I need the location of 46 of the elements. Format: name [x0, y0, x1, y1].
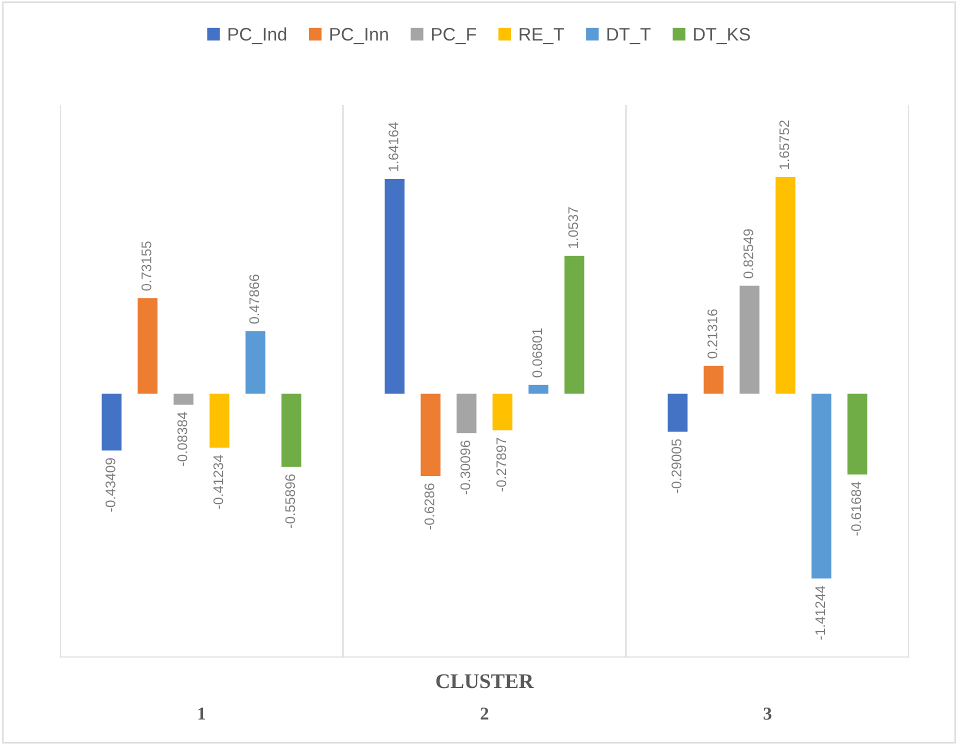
data-label: -0.29005 — [672, 439, 682, 493]
data-label: -0.41234 — [213, 455, 224, 509]
bar — [246, 331, 266, 394]
bar — [456, 394, 476, 434]
data-label: -0.6286 — [424, 484, 434, 530]
data-label: 0.21316 — [707, 309, 718, 358]
legend-label: PC_Ind — [228, 27, 286, 44]
data-label: -0.30096 — [460, 440, 470, 494]
bar — [174, 394, 194, 405]
bar — [776, 176, 796, 394]
bar — [102, 394, 122, 451]
bar — [847, 394, 868, 474]
data-label: 0.06801 — [532, 328, 542, 378]
data-label: 0.73155 — [141, 242, 152, 291]
data-label: 1.65752 — [779, 120, 790, 169]
bar — [281, 394, 302, 467]
data-label: -0.55896 — [285, 474, 296, 528]
bar — [528, 384, 548, 394]
legend-label: PC_Inn — [330, 28, 388, 44]
bar — [564, 256, 584, 394]
x-tick-label: 1 — [198, 708, 206, 720]
data-label: 1.64164 — [388, 122, 398, 172]
data-label: 1.0537 — [568, 207, 578, 248]
legend-label: PC_F — [432, 28, 476, 44]
data-label: -0.27897 — [496, 438, 506, 492]
x-tick-label: 2 — [480, 708, 488, 720]
bar — [668, 394, 688, 432]
legend-label: DT_T — [607, 28, 651, 44]
legend-label: RE_T — [520, 28, 564, 44]
bar — [210, 394, 230, 448]
data-label: -1.41244 — [815, 586, 826, 640]
bar — [704, 366, 724, 394]
bar — [492, 394, 512, 430]
bar — [812, 394, 832, 579]
data-label: -0.43409 — [106, 458, 116, 512]
data-label: 0.82549 — [743, 229, 754, 278]
legend-label: DT_KS — [694, 28, 750, 44]
bar — [138, 298, 158, 394]
x-axis-title: CLUSTER — [436, 674, 534, 688]
data-label: -0.61684 — [851, 482, 862, 536]
data-label: -0.08384 — [177, 412, 188, 466]
x-tick-label: 3 — [764, 708, 772, 720]
bar — [384, 179, 405, 394]
bar — [740, 286, 760, 394]
bar — [420, 394, 440, 476]
data-label: 0.47866 — [249, 274, 260, 324]
